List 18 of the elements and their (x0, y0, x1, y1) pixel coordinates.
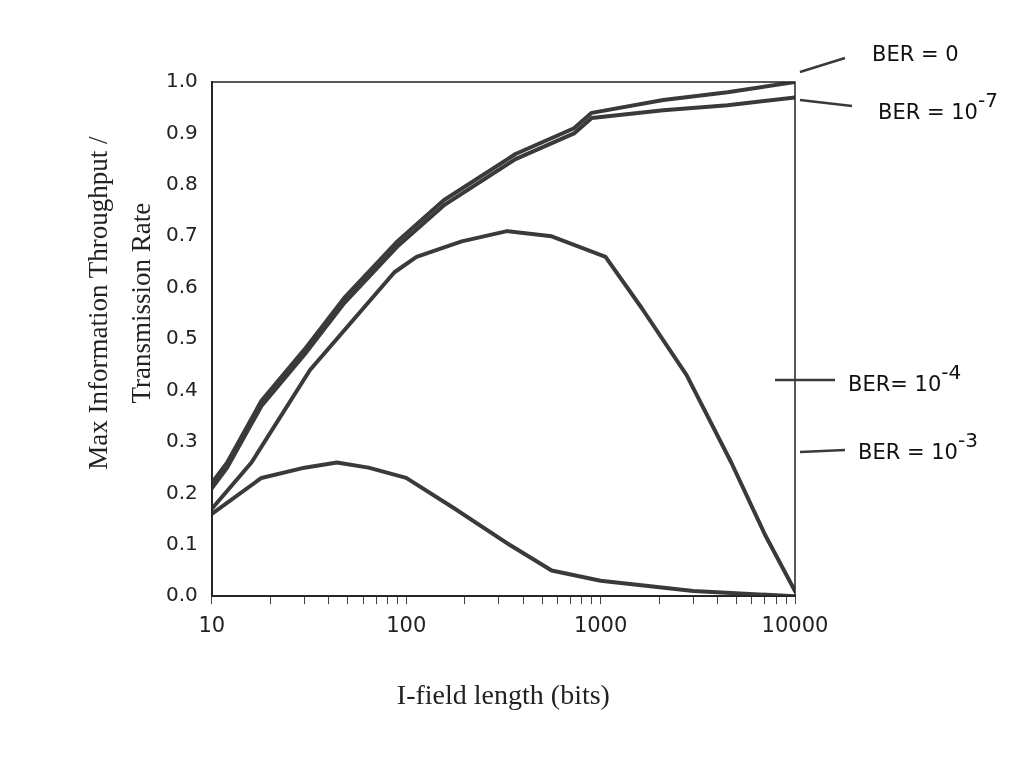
y-axis-title: Max Information Throughput / Transmission Rate (81, 135, 157, 472)
x-tick-label: 10000 (761, 613, 829, 638)
y-tick-label: 0.9 (165, 119, 198, 144)
x-tick-label: 100 (386, 613, 427, 638)
y-tick-label: 0.3 (165, 428, 198, 453)
y-tick-label: 0.7 (165, 222, 198, 247)
y-tick-label: 0.4 (165, 376, 198, 401)
x-tick-label: 10 (198, 613, 226, 638)
legend-label: BER = 0 (872, 42, 959, 66)
y-tick-label: 0.5 (165, 325, 198, 350)
y-tick-label: 0.2 (165, 479, 198, 504)
y-tick-label: 0.8 (165, 171, 198, 196)
y-tick-label: 1.0 (165, 68, 198, 93)
x-tick-label: 1000 (573, 613, 628, 638)
y-tick-label: 0.1 (165, 530, 198, 555)
y-tick-label: 0.0 (165, 582, 198, 607)
y-tick-label: 0.6 (165, 273, 198, 298)
x-axis-title: I-field length (bits) (396, 678, 610, 710)
